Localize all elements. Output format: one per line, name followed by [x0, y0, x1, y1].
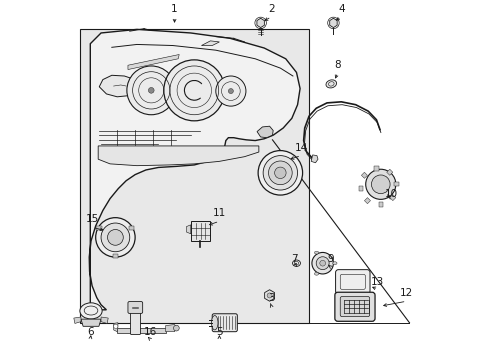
Polygon shape [128, 226, 134, 230]
Ellipse shape [314, 272, 318, 275]
Polygon shape [257, 126, 273, 138]
Polygon shape [256, 18, 264, 28]
FancyBboxPatch shape [128, 302, 142, 314]
Polygon shape [74, 317, 81, 323]
Polygon shape [201, 41, 219, 45]
Polygon shape [165, 324, 176, 332]
Polygon shape [264, 290, 274, 301]
Circle shape [274, 167, 285, 179]
Circle shape [126, 66, 175, 115]
Circle shape [263, 156, 297, 190]
FancyBboxPatch shape [212, 314, 237, 332]
Polygon shape [81, 319, 101, 326]
Circle shape [258, 150, 302, 195]
Bar [358, 186, 362, 191]
Polygon shape [98, 146, 258, 166]
Polygon shape [113, 323, 118, 332]
Text: 16: 16 [143, 327, 157, 337]
FancyBboxPatch shape [130, 309, 140, 334]
Circle shape [365, 169, 395, 199]
Circle shape [371, 175, 389, 194]
Text: 13: 13 [370, 276, 384, 287]
Ellipse shape [211, 316, 218, 330]
Bar [80, 30, 308, 323]
Text: 7: 7 [291, 254, 297, 264]
Circle shape [228, 89, 233, 94]
Text: 6: 6 [87, 327, 93, 337]
Circle shape [319, 260, 325, 266]
Polygon shape [112, 254, 118, 258]
Bar [190, 221, 210, 241]
Text: 14: 14 [294, 143, 307, 153]
Polygon shape [117, 328, 165, 333]
Text: 3: 3 [267, 293, 274, 303]
Text: 10: 10 [384, 189, 397, 199]
Polygon shape [89, 30, 300, 310]
Circle shape [107, 229, 123, 245]
Bar [364, 198, 370, 204]
Circle shape [215, 76, 245, 106]
Bar [394, 182, 398, 186]
Circle shape [173, 325, 179, 331]
Text: 1: 1 [171, 4, 178, 14]
Text: 11: 11 [212, 208, 225, 219]
Circle shape [101, 223, 129, 252]
Polygon shape [310, 155, 317, 163]
Ellipse shape [325, 80, 336, 88]
Bar [386, 169, 392, 175]
Circle shape [96, 218, 135, 257]
Ellipse shape [332, 262, 336, 265]
Polygon shape [186, 225, 190, 234]
Circle shape [148, 87, 154, 93]
Text: 4: 4 [337, 4, 344, 14]
FancyBboxPatch shape [335, 270, 369, 294]
Polygon shape [329, 18, 336, 28]
Ellipse shape [80, 303, 102, 319]
Text: 2: 2 [267, 4, 274, 14]
Text: 5: 5 [216, 327, 222, 337]
Text: 9: 9 [326, 254, 333, 264]
Polygon shape [96, 226, 102, 230]
Bar [389, 194, 395, 201]
FancyBboxPatch shape [340, 297, 369, 317]
Ellipse shape [314, 251, 318, 254]
Bar [378, 202, 382, 207]
Text: 12: 12 [399, 288, 412, 298]
Polygon shape [128, 54, 179, 69]
Circle shape [113, 324, 118, 328]
Text: 8: 8 [334, 59, 340, 69]
Circle shape [266, 293, 271, 298]
Polygon shape [99, 75, 140, 97]
Circle shape [316, 257, 328, 270]
Bar [361, 172, 366, 178]
Ellipse shape [292, 260, 300, 266]
Circle shape [311, 252, 333, 274]
Circle shape [163, 60, 224, 121]
FancyBboxPatch shape [334, 292, 374, 321]
Polygon shape [101, 317, 108, 323]
Text: 15: 15 [86, 215, 99, 225]
Bar [373, 166, 378, 171]
Circle shape [268, 161, 292, 185]
